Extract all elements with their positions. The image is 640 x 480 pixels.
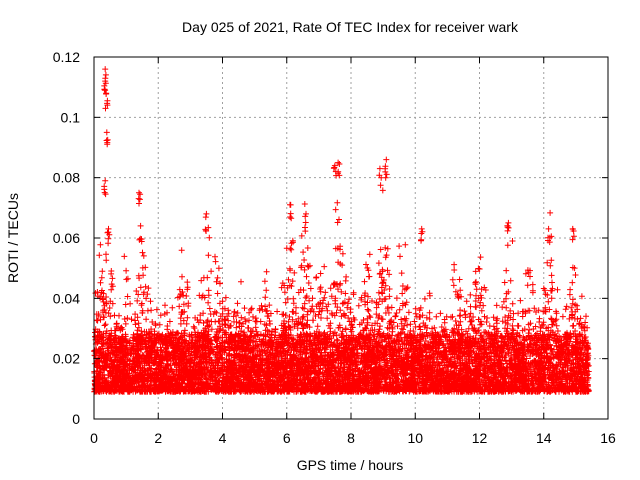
data-points <box>91 66 592 395</box>
x-tick-label: 2 <box>154 430 162 446</box>
y-tick-label: 0.02 <box>53 351 80 367</box>
y-axis-label: ROTI / TECUs <box>5 193 21 283</box>
x-axis-label: GPS time / hours <box>297 457 404 473</box>
x-tick-label: 16 <box>600 430 616 446</box>
axis-ticks: 0 2 4 6 8 10 12 14 16 0 0.02 0.04 0.06 0.08 0.1 0.12 <box>53 49 616 446</box>
y-tick-label: 0 <box>72 411 80 427</box>
x-tick-label: 4 <box>219 430 227 446</box>
x-tick-label: 10 <box>407 430 423 446</box>
x-tick-label: 14 <box>536 430 552 446</box>
y-tick-label: 0.04 <box>53 290 80 306</box>
x-tick-label: 0 <box>90 430 98 446</box>
y-tick-label: 0.06 <box>53 230 80 246</box>
y-tick-label: 0.08 <box>53 170 80 186</box>
chart-title: Day 025 of 2021, Rate Of TEC Index for r… <box>182 19 519 35</box>
x-tick-label: 12 <box>472 430 488 446</box>
y-tick-label: 0.12 <box>53 49 80 65</box>
roti-points <box>91 66 592 395</box>
y-tick-label: 0.1 <box>61 109 81 125</box>
x-tick-label: 6 <box>283 430 291 446</box>
x-tick-label: 8 <box>347 430 355 446</box>
